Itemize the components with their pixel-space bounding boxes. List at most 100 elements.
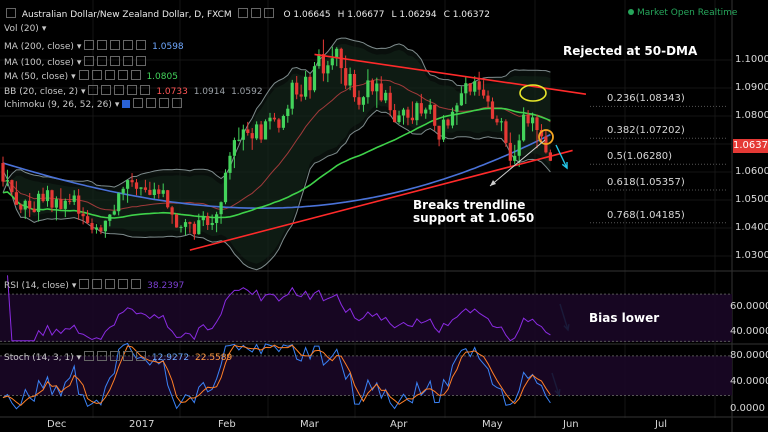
time-tick-label: Dec: [47, 419, 67, 430]
candle-body: [513, 155, 517, 161]
candle-body: [299, 94, 303, 97]
ohlc-c: C 1.06372: [443, 10, 490, 20]
rejection-ellipse: [519, 84, 547, 102]
ohlc-o: O 1.06645: [283, 10, 331, 20]
candle-body: [352, 74, 357, 98]
legend-rsi[interactable]: RSI (14, close) ▾ 38.2397: [4, 279, 185, 291]
price-tick-label: 1.06000: [735, 166, 768, 177]
legend-vol[interactable]: Vol (20) ▾: [4, 24, 47, 34]
legend-bb[interactable]: BB (20, close, 2) ▾ 1.0733 1.0914 1.0592: [4, 85, 263, 97]
ohlc-h: H 1.06677: [337, 10, 385, 20]
trendlines: [189, 53, 728, 251]
candle-body: [63, 200, 67, 209]
candle-body: [175, 214, 179, 228]
candle-body: [428, 104, 432, 110]
fib-label: 0.5(1.06280): [607, 151, 673, 163]
legend-ichimoku[interactable]: Ichimoku (9, 26, 52, 26) ▾: [4, 98, 185, 110]
candle-body: [241, 129, 245, 140]
candle-body: [108, 214, 112, 221]
candle-body: [99, 227, 103, 232]
candle-body: [161, 190, 165, 194]
fib-label: 0.618(1.05357): [607, 177, 685, 188]
candle-body: [121, 188, 125, 194]
candle-body: [94, 227, 99, 230]
time-tick-label: 2017: [129, 419, 155, 430]
price-tick-label: 1.09000: [735, 82, 768, 93]
candle-body: [139, 187, 143, 189]
time-tick-label: Apr: [390, 419, 408, 430]
stoch-band: [0, 355, 732, 396]
settings-icon[interactable]: [237, 8, 248, 18]
candle-body: [495, 118, 499, 123]
candle-body: [290, 82, 294, 109]
candle-body: [148, 189, 152, 195]
candle-body: [103, 220, 107, 232]
stoch-panel: [0, 342, 732, 410]
candle-body: [401, 109, 406, 116]
eye-icon[interactable]: [250, 8, 261, 18]
candle-body: [192, 223, 196, 235]
time-tick-label: Jun: [563, 419, 579, 430]
candle-body: [197, 220, 201, 235]
ichimoku-cloud: [3, 44, 551, 264]
uptrend-support-line: [189, 149, 573, 251]
candle-body: [210, 223, 214, 225]
candle-body: [32, 208, 36, 213]
moving-averages: [2, 107, 551, 219]
candle-body: [37, 193, 41, 212]
legend-stoch[interactable]: Stoch (14, 3, 1) ▾ 12.9272 22.5589: [4, 351, 233, 363]
stoch-tick-label: 80.0000: [730, 349, 768, 361]
stoch-k-line: [2, 342, 551, 410]
candle-body: [477, 81, 481, 90]
candle-body: [464, 83, 468, 94]
candle-body: [157, 189, 161, 194]
candle-body: [406, 109, 410, 118]
candle-body: [228, 155, 232, 173]
candle-body: [201, 216, 205, 221]
candle-body: [531, 117, 535, 124]
candle-body: [450, 111, 455, 126]
candle-body: [72, 195, 76, 202]
candle-body: [117, 193, 121, 212]
candle-body: [45, 190, 50, 202]
candle-body: [419, 103, 423, 114]
market-status: Market Open Realtime: [628, 8, 740, 18]
candle-body: [517, 140, 521, 156]
candle-body: [19, 204, 23, 210]
candle-body: [250, 133, 254, 139]
candle-body: [393, 110, 397, 123]
candle-body: [335, 48, 339, 59]
candle-body: [330, 58, 334, 66]
candle-body: [10, 180, 14, 193]
candle-body: [379, 83, 383, 101]
candle-body: [130, 180, 134, 183]
annotation-breaks: Breaks trendline support at 1.0650: [413, 198, 535, 225]
candle-body: [468, 83, 472, 92]
candle-body: [143, 187, 147, 190]
candle-body: [246, 129, 250, 133]
bb-mid-line: [2, 78, 551, 211]
legend-ma200[interactable]: MA (200, close) ▾ 1.0598: [4, 40, 184, 52]
time-tick-label: Mar: [300, 419, 319, 430]
collapse-icon[interactable]: [6, 8, 16, 18]
legend-ma50[interactable]: MA (50, close) ▾ 1.0805: [4, 70, 178, 82]
candle-body: [54, 199, 58, 208]
format-icon[interactable]: [263, 8, 274, 18]
candle-body: [317, 54, 321, 67]
candle-body: [304, 76, 308, 97]
candle-body: [126, 180, 130, 189]
rsi-line: [7, 275, 551, 342]
candle-body: [215, 214, 219, 223]
candle-body: [410, 117, 414, 121]
price-tick-label: 1.05000: [735, 194, 768, 205]
legend-ma100[interactable]: MA (100, close) ▾: [4, 56, 149, 68]
candle-body: [375, 83, 379, 92]
candle-body: [1, 163, 5, 182]
candle-body: [281, 116, 285, 128]
candle-body: [535, 117, 539, 130]
white-arrow: [489, 139, 546, 187]
candle-body: [272, 117, 276, 120]
candle-body: [255, 124, 259, 139]
time-tick-label: Feb: [218, 419, 236, 430]
